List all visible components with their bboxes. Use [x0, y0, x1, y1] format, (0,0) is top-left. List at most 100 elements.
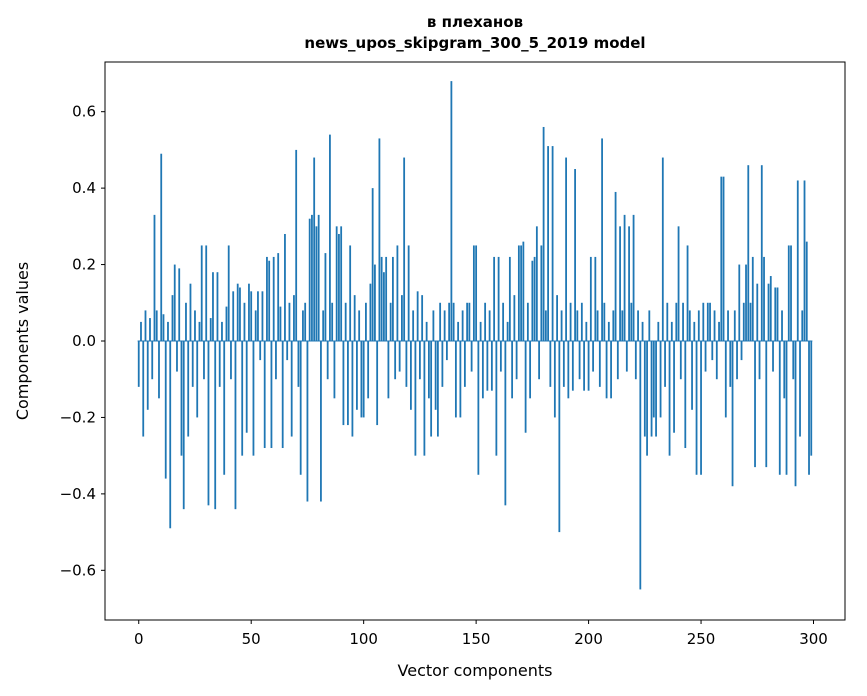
bar — [335, 226, 338, 341]
bar — [470, 341, 473, 372]
bar — [198, 321, 201, 341]
bar — [551, 146, 554, 341]
bar — [781, 310, 783, 341]
bar — [745, 264, 747, 341]
bar — [562, 341, 565, 387]
bar — [648, 310, 651, 341]
bar — [794, 341, 797, 487]
bar — [409, 341, 412, 410]
bar — [484, 302, 487, 341]
bar — [724, 341, 727, 418]
bar — [621, 310, 624, 341]
bar — [461, 310, 464, 341]
bar — [185, 302, 187, 341]
bar — [639, 341, 642, 590]
bar — [596, 310, 599, 341]
bar — [493, 256, 496, 341]
bar — [387, 341, 390, 399]
bar — [729, 341, 732, 387]
bar — [277, 253, 280, 341]
bar — [290, 341, 293, 437]
bar — [356, 341, 358, 410]
bar — [407, 245, 410, 341]
bar — [142, 341, 145, 437]
bar — [254, 310, 257, 341]
y-tick-label: 0.0 — [72, 332, 96, 350]
bar — [421, 295, 424, 341]
bar — [684, 341, 687, 449]
x-tick-label: 150 — [462, 630, 491, 648]
bar — [146, 341, 149, 410]
bar — [270, 341, 273, 449]
bar — [700, 341, 702, 475]
bar — [601, 138, 603, 341]
bar — [306, 341, 309, 502]
bar — [189, 283, 192, 341]
bar — [529, 341, 532, 399]
bar — [187, 341, 190, 437]
bars-group — [137, 81, 813, 590]
bar — [670, 321, 673, 341]
bar — [196, 341, 199, 418]
x-tick-label: 250 — [687, 630, 716, 648]
bar — [392, 256, 394, 341]
bar — [257, 291, 259, 341]
bar — [436, 341, 439, 437]
bar — [275, 341, 277, 380]
bar — [619, 226, 621, 341]
bar — [760, 165, 763, 341]
bar — [227, 245, 230, 341]
bar — [682, 302, 684, 341]
bar — [173, 264, 176, 341]
bar — [452, 302, 455, 341]
bar — [713, 310, 716, 341]
bar — [808, 341, 810, 475]
bar — [592, 341, 594, 372]
bar — [776, 287, 779, 341]
bar — [394, 341, 397, 380]
bar — [479, 321, 482, 341]
bar — [778, 341, 781, 475]
bar — [677, 226, 680, 341]
x-tick-label: 100 — [349, 630, 378, 648]
bar — [472, 245, 475, 341]
bar — [659, 341, 662, 418]
bar — [351, 341, 354, 437]
bar — [295, 149, 298, 341]
bar — [607, 321, 610, 341]
x-tick-label: 200 — [574, 630, 603, 648]
axes-border — [104, 61, 846, 621]
bar — [475, 245, 478, 341]
bar — [695, 341, 698, 475]
bar — [268, 260, 271, 341]
bar — [531, 260, 534, 341]
bar — [425, 321, 428, 341]
bar — [454, 341, 457, 418]
bar — [733, 310, 736, 341]
bar — [754, 341, 756, 468]
bar — [731, 341, 734, 487]
bar — [625, 341, 628, 372]
bar — [758, 341, 761, 380]
bar — [774, 287, 777, 341]
bar — [666, 302, 669, 341]
bar — [711, 341, 714, 361]
bar — [772, 341, 774, 372]
bar — [358, 310, 361, 341]
bar — [284, 233, 286, 341]
bar — [803, 180, 806, 341]
bar — [234, 341, 237, 510]
bar — [614, 191, 617, 341]
bar — [605, 341, 608, 399]
bar — [441, 341, 444, 387]
bar — [634, 341, 637, 380]
bar — [459, 341, 462, 418]
bar — [304, 302, 307, 341]
bar — [151, 341, 154, 380]
bar — [308, 218, 311, 341]
bar — [315, 226, 318, 341]
bar — [533, 256, 536, 341]
bar — [252, 341, 255, 456]
ticks-group: 0 50 100 150 200 250 300 −0.6 −0.4 −0.2 0.0 0.2 0.4 0… — [60, 103, 828, 648]
